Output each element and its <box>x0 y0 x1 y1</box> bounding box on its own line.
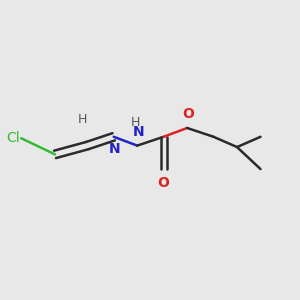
Text: Cl: Cl <box>6 131 20 145</box>
Text: N: N <box>133 125 145 139</box>
Text: N: N <box>109 142 120 156</box>
Text: H: H <box>131 116 140 129</box>
Text: O: O <box>158 176 170 190</box>
Text: H: H <box>78 112 88 126</box>
Text: O: O <box>182 106 194 121</box>
